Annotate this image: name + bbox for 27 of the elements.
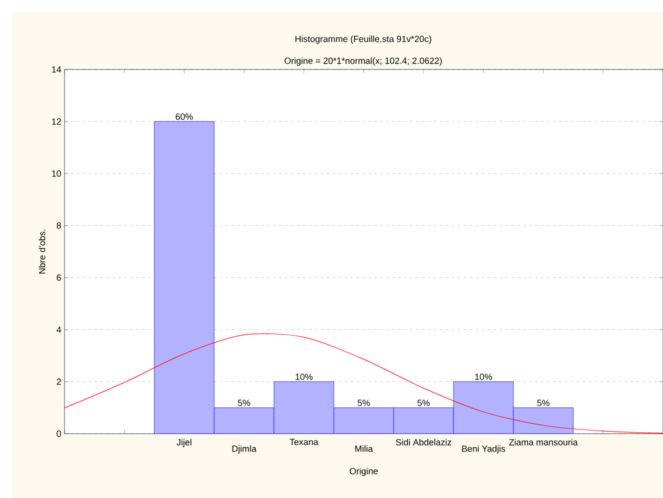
x-tick-label: Jijel — [176, 438, 192, 448]
annotation: 5% — [238, 400, 250, 406]
y-tick-label: 4 — [56, 326, 62, 333]
y-axis-title: Nbre d'obs. — [38, 230, 46, 274]
annotation: 10% — [296, 374, 313, 380]
annotation: 5% — [537, 400, 550, 406]
x-tick-label: Djimla — [232, 445, 256, 454]
y-tick-label: 0 — [56, 430, 62, 437]
line-series — [64, 333, 663, 434]
x-tick-label: Ziama mansouria — [509, 438, 578, 446]
annotation: 60% — [176, 113, 193, 120]
y-tick-label: 8 — [56, 222, 61, 229]
y-tick-label: 2 — [56, 378, 61, 385]
y-tick-label: 12 — [52, 118, 61, 125]
chart-subtitle: Origine = 20*1*normal(x; 102.4; 2.0622) — [284, 57, 442, 66]
y-tick-label: 14 — [52, 66, 62, 72]
annotation: 5% — [418, 400, 430, 406]
y-tick-label: 10 — [52, 170, 61, 177]
x-tick-label: Milia — [355, 445, 373, 452]
x-tick-label: Texana — [290, 438, 318, 445]
y-tick-label: 6 — [56, 274, 61, 281]
chart-title: Histogramme (Feuille.sta 91v*20c) — [295, 35, 432, 44]
x-axis-title: Origine — [350, 468, 378, 476]
x-tick-label: Beni Yadjis — [462, 445, 506, 454]
annotation: 10% — [475, 374, 492, 380]
annotation: 5% — [358, 400, 370, 406]
x-tick-label: Sidi Abdelaziz — [396, 438, 452, 446]
